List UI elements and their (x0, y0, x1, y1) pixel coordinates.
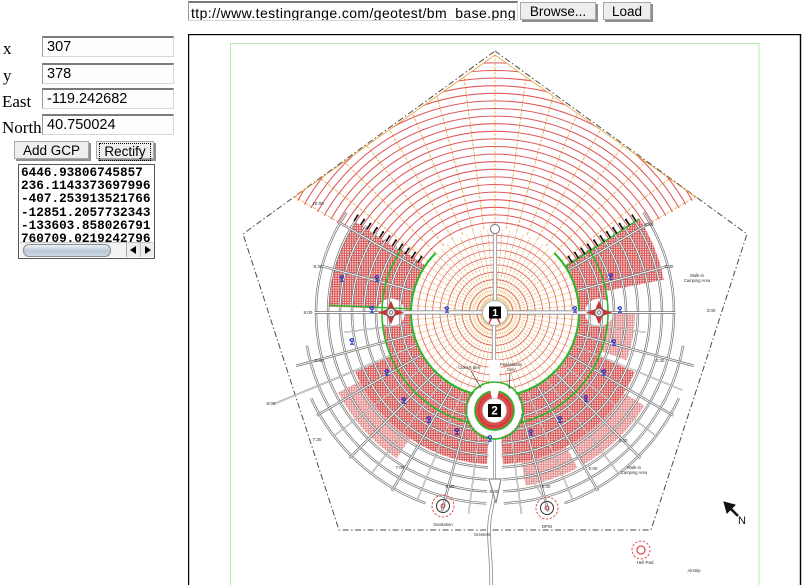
svg-text:8:00: 8:00 (267, 401, 276, 406)
svg-text:4:30: 4:30 (619, 438, 628, 443)
svg-text:3:30: 3:30 (656, 358, 665, 363)
svg-text:Greeters: Greeters (474, 532, 490, 537)
svg-text:6:30: 6:30 (446, 484, 455, 489)
svg-text:7:00: 7:00 (396, 465, 405, 470)
svg-text:2:30: 2:30 (665, 264, 674, 269)
svg-text:9:00: 9:00 (304, 310, 313, 315)
svg-text:Heli-Pad: Heli-Pad (637, 560, 654, 565)
svg-text:Airstrip: Airstrip (687, 568, 701, 573)
svg-text:2:00: 2:00 (645, 222, 654, 227)
svg-text:5:30: 5:30 (542, 484, 551, 489)
svg-text:8:30: 8:30 (315, 358, 324, 363)
svg-text:N: N (738, 515, 746, 527)
svg-text:3:00: 3:00 (707, 308, 716, 313)
svg-text:5:00: 5:00 (589, 466, 598, 471)
svg-text:Sanitation: Sanitation (433, 522, 453, 527)
svg-text:Clock's Bell: Clock's Bell (458, 365, 480, 370)
svg-text:Camping Area: Camping Area (684, 278, 711, 283)
svg-text:Only: Only (507, 367, 517, 372)
svg-text:DPW: DPW (542, 524, 553, 529)
svg-text:6:00: 6:00 (490, 489, 499, 494)
svg-text:Walk-In: Walk-In (627, 465, 642, 470)
svg-text:9:30: 9:30 (314, 264, 323, 269)
svg-text:7:30: 7:30 (313, 437, 322, 442)
svg-text:Pedestrians: Pedestrians (500, 362, 522, 367)
svg-text:10:00: 10:00 (312, 201, 324, 206)
svg-text:Walk-In: Walk-In (690, 273, 705, 278)
svg-text:2: 2 (491, 406, 497, 418)
svg-text:Camping Area: Camping Area (621, 470, 648, 475)
svg-text:1: 1 (492, 307, 498, 319)
